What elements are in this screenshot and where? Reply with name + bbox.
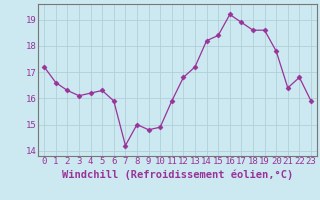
X-axis label: Windchill (Refroidissement éolien,°C): Windchill (Refroidissement éolien,°C) <box>62 169 293 180</box>
